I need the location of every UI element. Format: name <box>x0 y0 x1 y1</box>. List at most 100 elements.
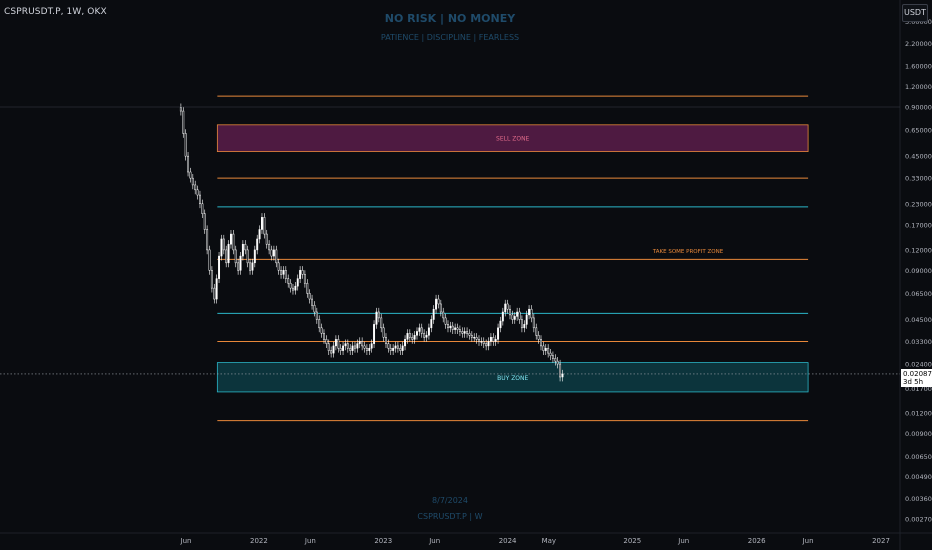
chart-title: NO RISK | NO MONEY <box>384 12 516 25</box>
candle-body <box>251 262 254 271</box>
candle-body <box>292 287 294 291</box>
candle-body <box>234 249 237 264</box>
buy-zone-label: BUY ZONE <box>497 375 528 382</box>
candle-body <box>489 337 492 342</box>
candle-body <box>318 319 321 329</box>
candle-body <box>480 341 483 343</box>
candle-body <box>420 327 423 334</box>
candle-body <box>220 238 223 257</box>
candle-body <box>294 285 297 291</box>
candle-body <box>532 317 535 329</box>
candle-body <box>365 347 368 351</box>
candle-body <box>478 339 480 342</box>
y-tick-label: 0.00490 <box>905 473 932 481</box>
candle-body <box>361 341 364 347</box>
candle-body <box>482 341 485 344</box>
candle-body <box>544 347 547 351</box>
candle-body <box>313 304 316 313</box>
candle-body <box>494 339 497 342</box>
candle-body <box>196 189 199 196</box>
candle-body <box>449 325 452 329</box>
candle-body <box>284 270 287 279</box>
y-tick-label: 3.00000 <box>905 18 932 26</box>
candle-body <box>377 311 380 319</box>
y-tick-label: 0.04500 <box>905 316 932 324</box>
candle-body <box>213 287 216 300</box>
candle-body <box>184 133 187 157</box>
y-tick-label: 0.45000 <box>905 153 932 161</box>
candle-body <box>511 314 514 320</box>
y-tick-label: 0.12000 <box>905 246 932 254</box>
candle-body <box>203 213 206 230</box>
x-tick-label: Jun <box>180 537 192 545</box>
candle-body <box>392 347 395 351</box>
candle-body <box>506 303 509 310</box>
candle-body <box>268 243 271 251</box>
candle-body <box>487 341 490 347</box>
candle-body <box>337 339 340 349</box>
symbol-info[interactable]: CSPRUSDT.P, 1W, OKX <box>4 7 107 17</box>
candle-body <box>470 335 473 338</box>
currency-button[interactable]: USDT <box>902 4 928 22</box>
candle-body <box>404 339 407 347</box>
candle-body <box>368 347 371 351</box>
y-tick-label: 0.03300 <box>905 338 932 346</box>
candle-body <box>551 355 554 359</box>
candle-body <box>325 339 328 344</box>
candle-body <box>275 249 278 264</box>
candle-body <box>289 282 292 289</box>
candle-body <box>444 317 447 325</box>
candle-body <box>282 270 285 275</box>
candle-body <box>191 177 194 186</box>
candle-body <box>530 308 533 319</box>
candle-body <box>356 343 359 349</box>
last-price-label: 0.02087 3d 5h <box>901 369 932 387</box>
candle-body <box>540 339 542 347</box>
candle-body <box>556 360 559 365</box>
candle-body <box>389 347 392 351</box>
candle-body <box>323 333 325 340</box>
candle-body <box>201 203 204 214</box>
candle-body <box>509 308 511 316</box>
candle-body <box>301 270 304 275</box>
candle-body <box>516 311 519 317</box>
candle-body <box>399 347 402 351</box>
candle-body <box>327 343 330 351</box>
candle-body <box>466 331 469 334</box>
candle-body <box>342 345 345 351</box>
candle-body <box>447 324 449 329</box>
y-tick-label: 0.17000 <box>905 222 932 230</box>
candle-body <box>270 249 273 257</box>
candle-body <box>432 308 435 320</box>
candle-body <box>308 293 311 300</box>
y-tick-label: 0.00650 <box>905 453 932 461</box>
buy-zone <box>216 362 809 393</box>
candle-body <box>456 327 459 330</box>
candle-body <box>370 343 373 349</box>
candle-body <box>458 329 461 332</box>
y-tick-label: 2.20000 <box>905 40 932 48</box>
y-tick-label: 1.60000 <box>905 63 932 71</box>
x-tick-label: 2025 <box>623 537 641 545</box>
candle-body <box>182 110 185 134</box>
candle-body <box>427 327 430 336</box>
candle-body <box>425 335 428 338</box>
candle-body <box>411 337 414 340</box>
candle-body <box>241 243 244 257</box>
candle-body <box>461 331 464 334</box>
candle-body <box>363 345 366 349</box>
candle-body <box>385 337 387 344</box>
candle-body <box>547 347 550 354</box>
candle-body <box>287 278 290 284</box>
candle-body <box>439 303 442 313</box>
candle-body <box>222 238 225 251</box>
candle-body <box>375 311 378 325</box>
candle-body <box>423 333 426 338</box>
y-tick-label: 0.06500 <box>905 290 932 298</box>
y-tick-label: 0.01700 <box>905 385 932 393</box>
candle-body <box>237 262 240 271</box>
candle-body <box>394 345 397 349</box>
candle-body <box>549 352 552 356</box>
